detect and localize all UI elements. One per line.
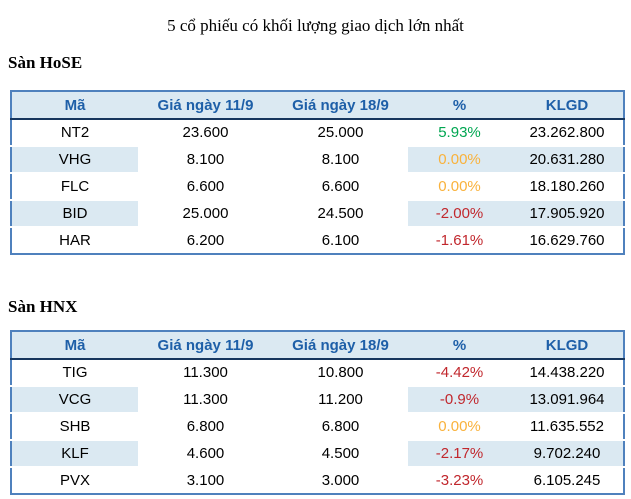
percent-cell: 0.00% xyxy=(408,413,511,441)
symbol-cell: VCG xyxy=(11,386,138,414)
percent-cell: -4.42% xyxy=(408,359,511,387)
table-header-row: Mã Giá ngày 11/9 Giá ngày 18/9% KLGD xyxy=(11,91,624,119)
price-11-9-cell: 6.800 xyxy=(138,413,273,441)
volume-cell: 20.631.280 xyxy=(511,146,624,174)
table-row: HAR 6.200 6.100 -1.61% 16.629.760 xyxy=(11,227,624,254)
volume-cell: 6.105.245 xyxy=(533,472,601,489)
price-11-9-cell: 6.600 xyxy=(138,173,273,201)
percent-cell: -2.17% xyxy=(408,440,511,468)
symbol-cell: BID xyxy=(11,200,138,228)
table-row: VHG 8.100 8.100 0.00% 20.631.280 xyxy=(11,146,624,174)
volume-cell: 16.629.760 xyxy=(529,232,605,249)
percent-cell: 0.00% xyxy=(408,173,511,201)
volume-cell: 14.438.220 xyxy=(511,359,624,387)
column-header: KLGD xyxy=(511,91,624,119)
column-header: Giá ngày 18/9 xyxy=(273,331,408,359)
price-11-9-cell: 11.300 xyxy=(138,386,273,414)
table-row: SHB 6.800 6.800 0.00% 11.635.552 xyxy=(11,413,624,441)
symbol-cell: HAR xyxy=(59,232,91,249)
symbol-cell: VHG xyxy=(11,146,138,174)
symbol-cell: SHB xyxy=(11,413,138,441)
price-18-9-cell: 6.600 xyxy=(273,173,408,201)
stock-table-hnx: Mã Giá ngày 11/9 Giá ngày 18/9% KLGD TIG 11… xyxy=(10,330,625,495)
price-11-9-cell: 6.200 xyxy=(186,232,225,249)
price-18-9-cell: 11.200 xyxy=(273,386,408,414)
symbol-cell: NT2 xyxy=(11,119,138,147)
price-18-9-cell: 10.800 xyxy=(273,359,408,387)
stock-table-hose: Mã Giá ngày 11/9 Giá ngày 18/9% KLGD NT2 23… xyxy=(10,90,625,255)
price-11-9-cell: 11.300 xyxy=(138,359,273,387)
price-18-9-cell: 6.100 xyxy=(321,232,360,249)
price-11-9-cell: 3.100 xyxy=(186,472,225,489)
price-11-9-cell: 4.600 xyxy=(138,440,273,468)
report-title: 5 cổ phiếu có khối lượng giao dịch lớn n… xyxy=(167,16,464,35)
price-18-9-cell: 3.000 xyxy=(321,472,360,489)
volume-cell: 13.091.964 xyxy=(511,386,624,414)
table-row: BID 25.000 24.500 -2.00% 17.905.920 xyxy=(11,200,624,228)
table-row: FLC 6.600 6.600 0.00% 18.180.260 xyxy=(11,173,624,201)
table-row: NT2 23.600 25.000 5.93% 23.262.800 xyxy=(11,119,624,147)
price-11-9-cell: 8.100 xyxy=(138,146,273,174)
section-label-hose: Sàn HoSE xyxy=(8,53,83,72)
price-18-9-cell: 6.800 xyxy=(273,413,408,441)
percent-cell: -2.00% xyxy=(408,200,511,228)
column-header: Mã xyxy=(11,331,138,359)
section-label-hnx: Sàn HNX xyxy=(8,297,78,316)
table-row: PVX 3.100 3.000 -3.23% 6.105.245 xyxy=(11,467,624,494)
column-header: % xyxy=(408,91,511,119)
percent-cell: 5.93% xyxy=(408,119,511,147)
price-11-9-cell: 25.000 xyxy=(138,200,273,228)
column-header: Giá ngày 18/9 xyxy=(273,91,408,119)
price-18-9-cell: 4.500 xyxy=(273,440,408,468)
price-18-9-cell: 24.500 xyxy=(273,200,408,228)
volume-cell: 11.635.552 xyxy=(511,413,624,441)
volume-cell: 17.905.920 xyxy=(511,200,624,228)
table-row: VCG 11.300 11.200 -0.9% 13.091.964 xyxy=(11,386,624,414)
price-18-9-cell: 8.100 xyxy=(273,146,408,174)
symbol-cell: TIG xyxy=(11,359,138,387)
table-header-row: Mã Giá ngày 11/9 Giá ngày 18/9% KLGD xyxy=(11,331,624,359)
price-11-9-cell: 23.600 xyxy=(138,119,273,147)
percent-cell: -0.9% xyxy=(408,386,511,414)
table-row: KLF 4.600 4.500 -2.17% 9.702.240 xyxy=(11,440,624,468)
volume-cell: 23.262.800 xyxy=(511,119,624,147)
symbol-cell: KLF xyxy=(11,440,138,468)
volume-cell: 18.180.260 xyxy=(511,173,624,201)
percent-cell: -3.23% xyxy=(435,472,484,489)
table-row: TIG 11.300 10.800 -4.42% 14.438.220 xyxy=(11,359,624,387)
percent-cell: -1.61% xyxy=(435,232,484,249)
price-18-9-cell: 25.000 xyxy=(273,119,408,147)
column-header: % xyxy=(408,331,511,359)
column-header: Mã xyxy=(11,91,138,119)
column-header: Giá ngày 11/9 xyxy=(138,331,273,359)
percent-cell: 0.00% xyxy=(408,146,511,174)
symbol-cell: FLC xyxy=(11,173,138,201)
column-header: KLGD xyxy=(511,331,624,359)
symbol-cell: PVX xyxy=(59,472,90,489)
volume-cell: 9.702.240 xyxy=(511,440,624,468)
column-header: Giá ngày 11/9 xyxy=(138,91,273,119)
